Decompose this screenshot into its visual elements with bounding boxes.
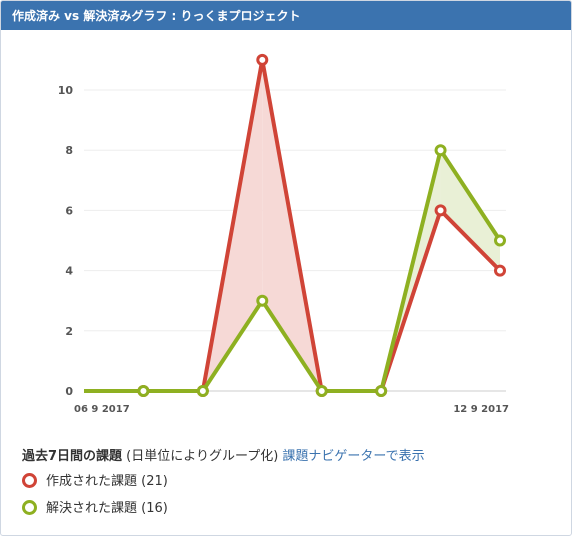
x-tick-label: 12 9 2017 [453, 404, 509, 415]
summary-period: 過去7日間の課題 [22, 449, 123, 464]
gadget-header: 作成済み vs 解決済みグラフ : りっくまプロジェクト [1, 1, 571, 30]
legend-created-label: 作成された課題 (21) [46, 474, 168, 489]
data-point [256, 53, 269, 66]
area-fill [440, 150, 500, 271]
data-point [315, 385, 328, 397]
chart-summary: 過去7日間の課題 (日単位によりグループ化) 課題ナビゲーターで表示 [22, 445, 425, 464]
data-point [137, 385, 150, 397]
y-tick-label: 10 [58, 84, 74, 97]
created-marker-icon [22, 473, 37, 488]
legend-resolved-label: 解決された課題 (16) [46, 501, 168, 516]
data-point [434, 204, 447, 217]
legend-created: 作成された課題 (21) [22, 470, 168, 489]
x-tick-label: 06 9 2017 [74, 404, 130, 415]
data-point [434, 144, 447, 157]
data-point [256, 294, 269, 307]
issue-navigator-link[interactable]: 課題ナビゲーターで表示 [282, 449, 425, 464]
data-point [196, 385, 209, 397]
legend-resolved: 解決された課題 (16) [22, 497, 168, 516]
created-vs-resolved-chart: 0 2 4 6 8 10 06 9 2017 12 9 2017 [58, 53, 509, 415]
y-tick-label: 6 [65, 204, 73, 217]
y-tick-label: 8 [65, 144, 73, 157]
data-point [375, 385, 388, 397]
summary-grouping: (日単位によりグループ化) [122, 449, 283, 464]
resolved-marker-icon [22, 500, 37, 515]
data-point [494, 234, 506, 247]
y-tick-label: 0 [65, 385, 73, 398]
y-tick-label: 2 [65, 325, 73, 338]
gadget-title: 作成済み vs 解決済みグラフ : りっくまプロジェクト [12, 9, 301, 23]
data-point [494, 264, 506, 277]
y-tick-label: 4 [65, 265, 73, 278]
series-line-1 [84, 148, 502, 393]
